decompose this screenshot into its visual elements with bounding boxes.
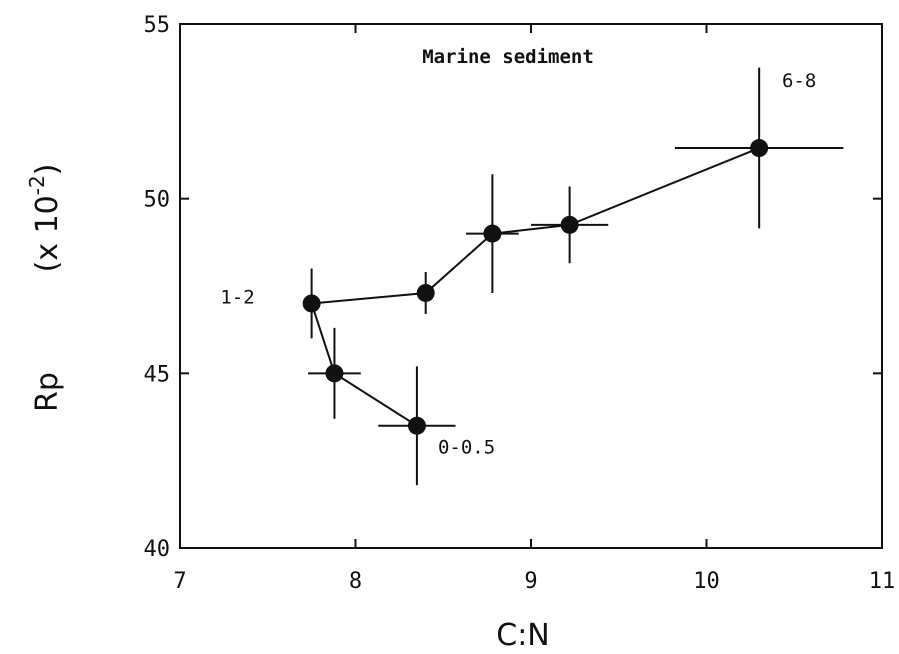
data-point [325, 364, 344, 383]
point-annotation: 6-8 [782, 70, 816, 92]
x-tick-label: 7 [173, 569, 186, 594]
x-axis-label: C:N [496, 618, 550, 653]
y-axis-unit-label: (x 10-2) [25, 164, 65, 273]
x-tick-label: 10 [693, 569, 720, 594]
y-tick-label: 40 [144, 537, 171, 562]
y-tick-label: 55 [144, 13, 171, 38]
data-point [416, 283, 435, 302]
y-tick-label: 45 [144, 362, 171, 387]
point-annotations: 0-0.5 1-2 6-8 [220, 70, 816, 459]
chart-title: Marine sediment [422, 46, 594, 68]
x-tick-label: 9 [524, 569, 537, 594]
y-tick-label: 50 [144, 188, 171, 213]
y-axis-unit-exponent: -2 [25, 175, 49, 195]
plot-frame [179, 23, 883, 549]
axis-ticks: 7 8 9 10 11 40 45 50 55 [144, 13, 896, 594]
y-axis-unit-prefix: (x 10 [30, 195, 65, 272]
data-point [407, 416, 426, 435]
data-point [483, 224, 502, 243]
x-tick-label: 8 [349, 569, 362, 594]
y-axis-label: Rp [30, 372, 65, 412]
data-point [560, 215, 579, 234]
y-axis-unit-close: ) [30, 164, 65, 176]
series-polyline [310, 147, 760, 427]
series-line [310, 147, 760, 427]
data-points [302, 139, 769, 435]
point-annotation: 1-2 [220, 286, 254, 308]
error-bars [308, 67, 844, 486]
data-point [302, 294, 321, 313]
data-point [750, 139, 769, 158]
x-tick-label: 11 [869, 569, 896, 594]
point-annotation: 0-0.5 [438, 437, 495, 459]
y-axis-label-group: Rp (x 10-2) [25, 164, 65, 412]
